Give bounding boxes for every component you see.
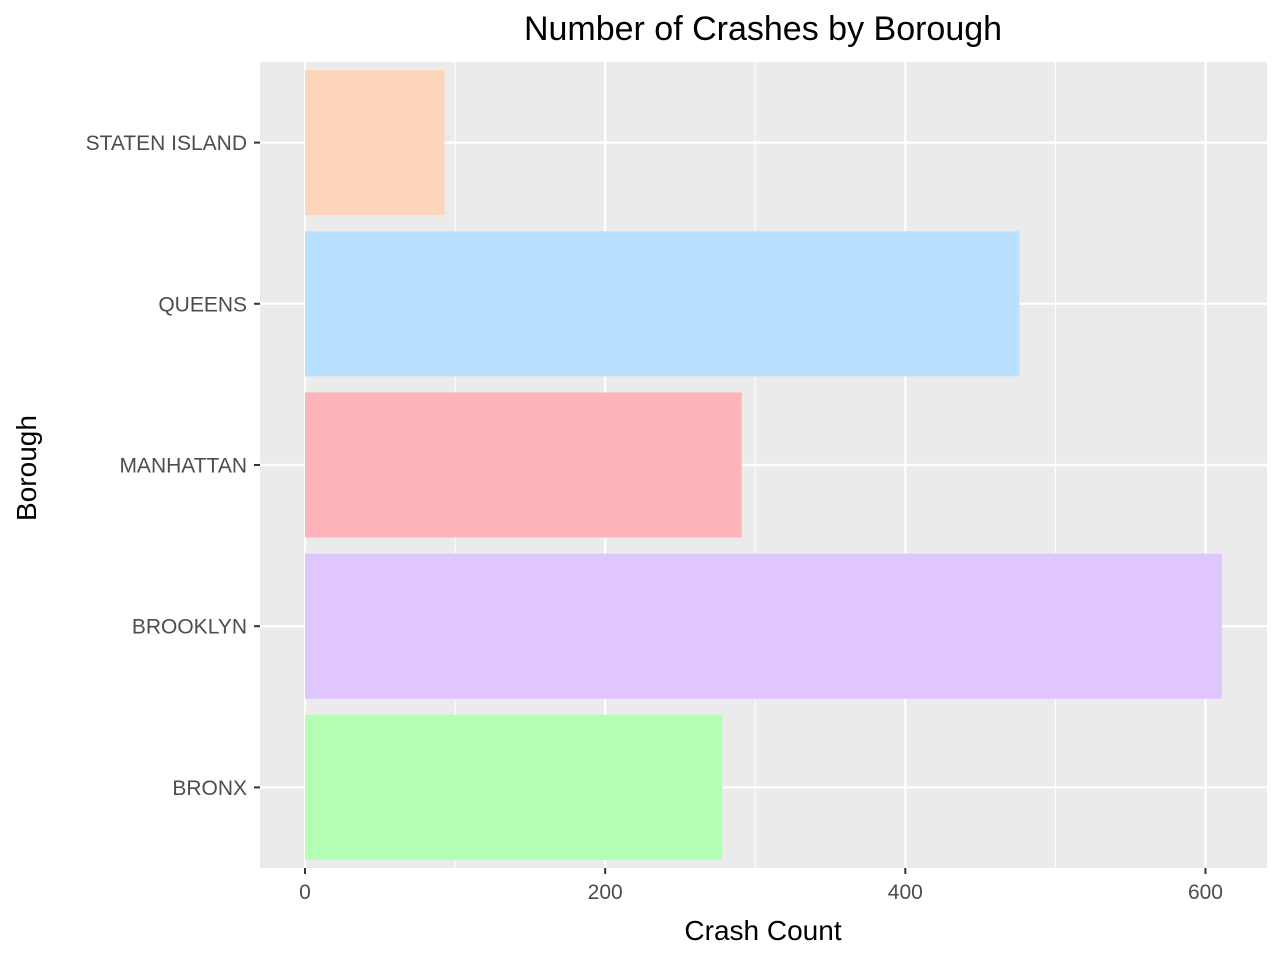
y-axis: BRONX BROOKLYN MANHATTAN QUEENS STATEN ISLAN… (86, 132, 260, 800)
x-tick-label: 0 (299, 881, 311, 904)
bar-manhattan (305, 392, 742, 538)
x-tick-label: 400 (888, 881, 923, 904)
bar-brooklyn (305, 553, 1222, 699)
x-tick-label: 200 (588, 881, 623, 904)
bar-queens (305, 231, 1020, 377)
y-tick-label: STATEN ISLAND (86, 132, 247, 155)
y-tick-label: MANHATTAN (119, 455, 247, 478)
chart-title: Number of Crashes by Borough (524, 10, 1002, 48)
y-axis-title: Borough (11, 415, 42, 521)
bar-bronx (305, 714, 723, 860)
bar-staten-island (305, 70, 445, 216)
x-axis-title: Crash Count (684, 915, 841, 946)
x-axis: 0 200 400 600 (299, 868, 1223, 904)
y-tick-label: QUEENS (158, 293, 247, 316)
y-tick-label: BROOKLYN (132, 616, 247, 639)
bars (305, 70, 1222, 860)
y-tick-label: BRONX (172, 777, 247, 800)
x-tick-label: 600 (1188, 881, 1223, 904)
